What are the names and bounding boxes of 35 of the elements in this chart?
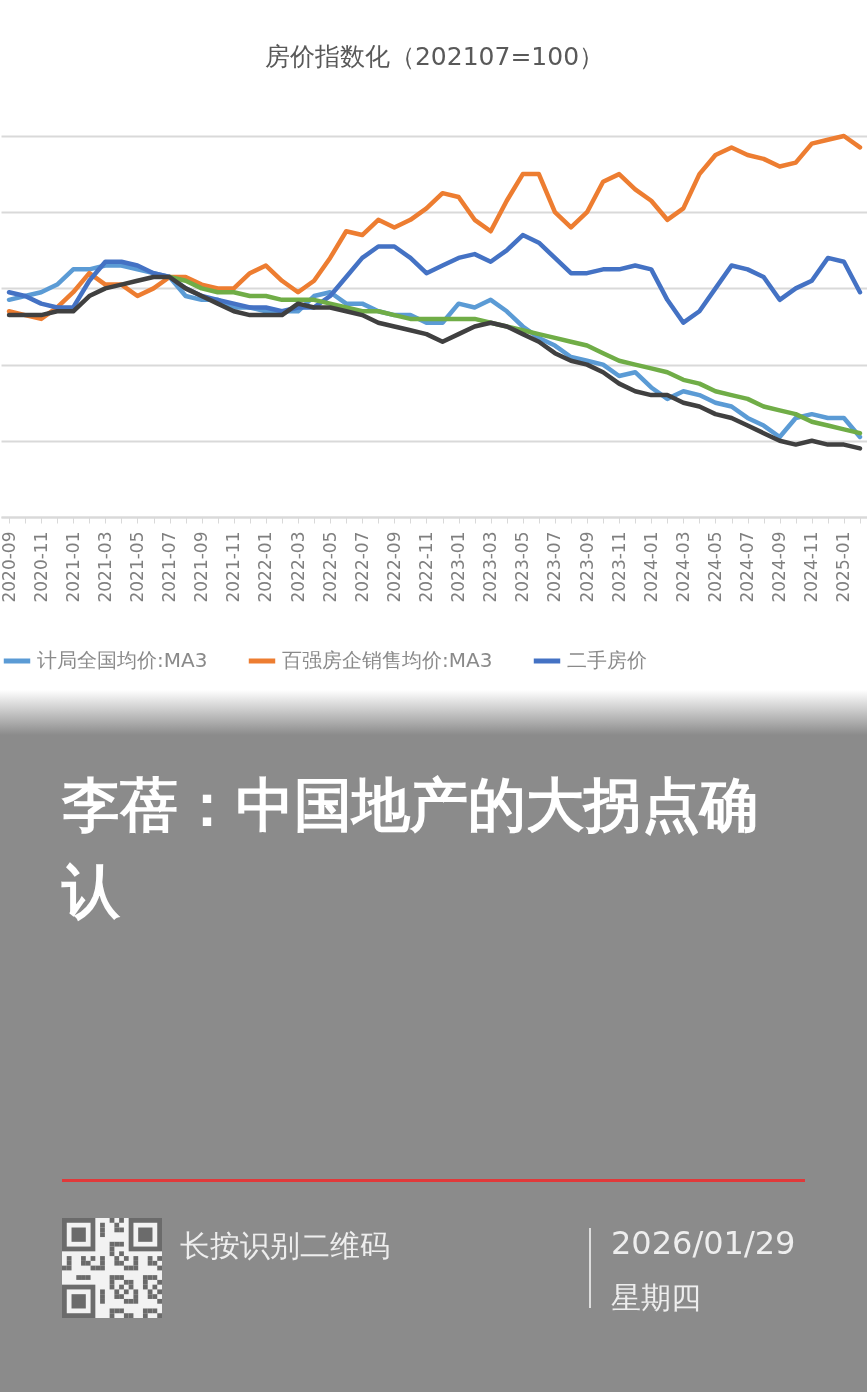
x-tick-label: 2021-11: [223, 531, 244, 603]
x-tick-label: 2023-01: [448, 531, 469, 603]
x-tick-label: 2021-05: [126, 531, 147, 603]
x-tick-label: 2021-01: [62, 531, 83, 603]
x-tick-label: 2021-03: [94, 531, 115, 603]
x-tick-label: 2024-01: [640, 531, 661, 603]
text: 2026/01/29: [611, 1224, 796, 1262]
x-tick-label: 2022-03: [287, 531, 308, 603]
x-tick-label: 2022-05: [319, 531, 340, 603]
x-tick-label: 2025-01: [833, 531, 854, 603]
x-tick-label: 2022-01: [255, 531, 276, 603]
x-tick-label: 2024-03: [672, 531, 693, 603]
chart-title: 房价指数化（202107=100）: [264, 41, 605, 71]
text: 李蓓：中国地产的大拐点确认: [62, 770, 759, 927]
x-tick-label: 2022-09: [383, 531, 404, 603]
x-tick-label: 2023-05: [512, 531, 533, 603]
text: 星期四: [611, 1279, 701, 1317]
x-tick-label: 2021-09: [191, 531, 212, 603]
x-tick-label: 2021-07: [159, 531, 180, 603]
x-tick-label: 2020-09: [0, 531, 19, 603]
legend-label: 百强房企销售均价:MA3: [282, 648, 493, 672]
x-tick-label: 2020-11: [30, 531, 51, 603]
x-tick-label: 2024-09: [769, 531, 790, 603]
x-tick-label: 2023-09: [576, 531, 597, 603]
x-tick-label: 2023-11: [608, 531, 629, 603]
legend-label: 二手房价: [567, 648, 647, 672]
x-tick-label: 2023-03: [480, 531, 501, 603]
x-tick-label: 2022-07: [351, 531, 372, 603]
text: 长按识别二维码: [180, 1227, 390, 1265]
x-tick-label: 2024-05: [704, 531, 725, 603]
x-tick-label: 2022-11: [415, 531, 436, 603]
x-tick-label: 2023-07: [544, 531, 565, 603]
x-tick-label: 2024-07: [737, 531, 758, 603]
x-tick-label: 2024-11: [801, 531, 822, 603]
legend-label: 计局全国均价:MA3: [37, 648, 208, 672]
